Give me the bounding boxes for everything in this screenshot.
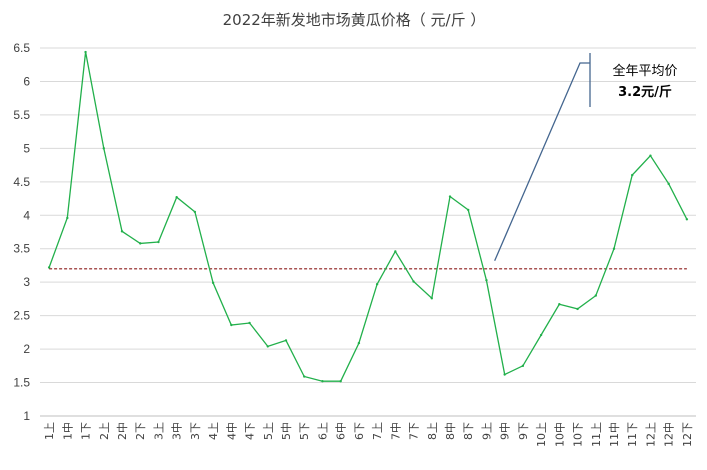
data-point xyxy=(539,333,543,337)
data-point xyxy=(394,250,397,253)
data-point xyxy=(266,345,269,348)
x-tick-label: 9上 xyxy=(480,422,493,440)
x-tick-label: 11下 xyxy=(626,422,639,447)
x-tick-label: 5上 xyxy=(262,422,275,440)
x-tick-label: 2下 xyxy=(134,422,147,440)
y-tick-label: 5 xyxy=(23,141,30,155)
data-point xyxy=(303,375,306,378)
data-point xyxy=(412,280,415,283)
y-tick-label: 2.5 xyxy=(13,309,30,323)
x-tick-label: 7上 xyxy=(371,422,384,440)
data-point xyxy=(157,240,160,244)
data-point xyxy=(448,195,452,198)
y-tick-label: 1 xyxy=(23,409,30,423)
data-point xyxy=(139,242,142,245)
y-tick-label: 5.5 xyxy=(13,108,30,122)
data-point xyxy=(503,373,506,376)
data-point xyxy=(47,266,51,269)
data-point xyxy=(485,278,488,282)
y-tick-label: 1.5 xyxy=(13,376,30,390)
data-point xyxy=(321,380,324,383)
x-tick-label: 6上 xyxy=(316,422,329,440)
cucumber-price-series-line xyxy=(48,51,688,382)
x-tick-label: 9中 xyxy=(499,422,512,440)
x-tick-label: 7下 xyxy=(408,422,421,440)
data-point xyxy=(357,341,361,345)
x-tick-label: 6中 xyxy=(335,422,348,440)
data-point xyxy=(558,303,561,306)
data-point xyxy=(284,339,288,342)
x-tick-label: 1中 xyxy=(61,422,74,440)
data-point xyxy=(175,196,178,199)
x-axis-ticks: 1上 1中 1下 2上 2中 2下 3上 3中 3下 4上 4中 4下 5上 5中 5下 6上 6中 6下 7上 7中… xyxy=(43,422,694,447)
data-point xyxy=(230,323,233,327)
x-tick-label: 10中 xyxy=(553,422,566,447)
data-point xyxy=(521,364,525,368)
data-point xyxy=(612,247,616,250)
data-point xyxy=(339,380,342,383)
gridlines xyxy=(40,47,696,417)
x-tick-label: 4下 xyxy=(244,422,257,440)
data-point xyxy=(120,230,124,233)
x-tick-label: 3下 xyxy=(189,422,202,440)
x-tick-label: 3上 xyxy=(152,422,165,440)
x-tick-label: 10下 xyxy=(572,422,585,447)
x-tick-label: 6下 xyxy=(353,422,366,440)
x-tick-label: 5下 xyxy=(298,422,311,440)
x-tick-label: 11上 xyxy=(590,422,603,447)
data-point xyxy=(467,208,470,212)
x-tick-label: 1下 xyxy=(80,422,93,440)
annotation-label-title: 全年平均价 xyxy=(612,63,677,79)
y-tick-label: 3 xyxy=(23,275,30,289)
data-point xyxy=(685,218,689,221)
x-tick-label: 8中 xyxy=(444,422,457,440)
data-point xyxy=(576,307,579,311)
x-tick-label: 2上 xyxy=(98,422,111,440)
data-points xyxy=(47,50,689,383)
x-tick-label: 3中 xyxy=(171,422,184,440)
x-tick-label: 11中 xyxy=(608,422,621,447)
x-tick-label: 4中 xyxy=(225,422,238,440)
data-point xyxy=(430,297,433,300)
data-point xyxy=(193,210,197,214)
data-point xyxy=(66,216,69,220)
data-point xyxy=(631,173,634,177)
x-tick-label: 10上 xyxy=(535,422,548,447)
x-tick-label: 5中 xyxy=(280,422,293,440)
data-point xyxy=(667,182,670,186)
y-tick-label: 6.5 xyxy=(13,41,30,55)
average-annotation: 全年平均价 3.2元/斤 xyxy=(494,53,678,262)
x-tick-label: 12上 xyxy=(644,422,657,447)
y-tick-label: 3.5 xyxy=(13,242,30,256)
annotation-label-value: 3.2元/斤 xyxy=(618,84,672,100)
chart-title: 2022年新发地市场黄瓜价格（ 元/斤 ） xyxy=(223,11,486,29)
y-tick-label: 6 xyxy=(23,74,30,88)
data-point xyxy=(594,294,597,297)
x-tick-label: 8上 xyxy=(426,422,439,440)
data-point xyxy=(211,281,215,285)
x-tick-label: 7中 xyxy=(389,422,402,440)
x-tick-label: 8下 xyxy=(462,422,475,440)
data-point xyxy=(375,282,379,286)
x-tick-label: 12中 xyxy=(663,422,676,447)
x-tick-label: 1上 xyxy=(43,422,56,440)
annotation-pointer-line xyxy=(494,62,590,262)
data-point xyxy=(102,147,105,150)
data-point xyxy=(84,50,87,54)
y-tick-label: 4.5 xyxy=(13,175,30,189)
y-tick-label: 4 xyxy=(23,208,30,222)
x-tick-label: 2中 xyxy=(116,422,129,440)
x-tick-label: 4上 xyxy=(207,422,220,440)
x-tick-label: 12下 xyxy=(681,422,694,447)
y-axis-ticks: 1 1.5 2 2.5 3 3.5 4 4.5 5 5.5 6 6.5 xyxy=(13,41,30,423)
x-tick-label: 9下 xyxy=(517,422,530,440)
data-point xyxy=(248,321,251,325)
data-point xyxy=(649,154,652,157)
y-tick-label: 2 xyxy=(23,342,30,356)
